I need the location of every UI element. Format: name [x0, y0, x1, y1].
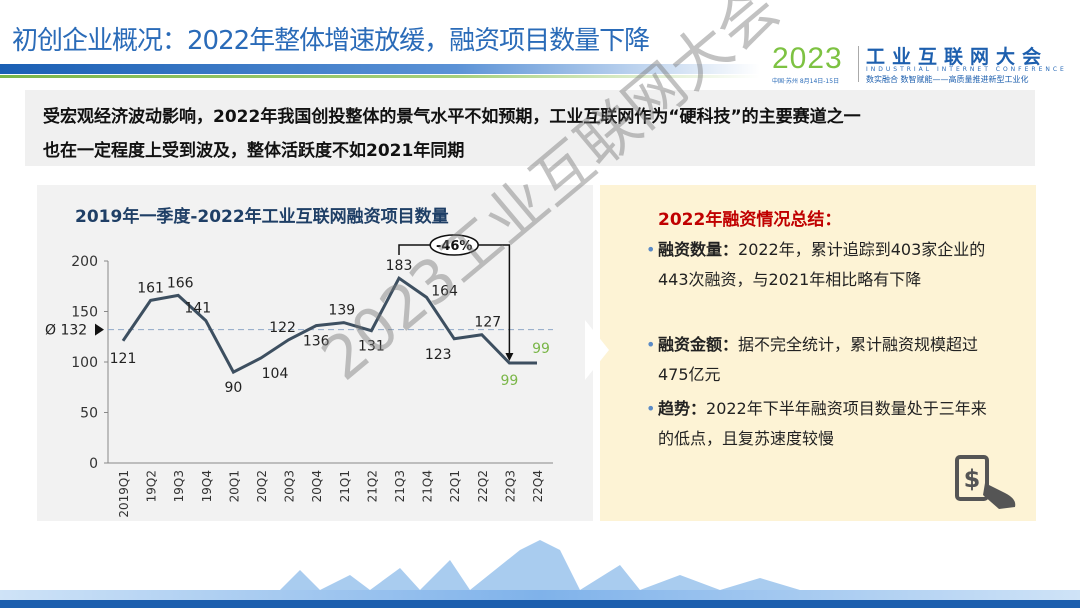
summary-line-1: 受宏观经济波动影响，2022年我国创投整体的景气水平不如预期，工业互联网作为“硬…	[43, 107, 861, 127]
x-tick-label: 21Q3	[393, 470, 407, 502]
data-label: 141	[184, 301, 211, 317]
logo-year: 2023	[772, 42, 843, 75]
svg-text:$: $	[964, 465, 981, 493]
bullet-item: • 融资数量：2022年，累计追踪到403家企业的443次融资，与2021年相比略…	[646, 240, 986, 289]
x-tick-label: 22Q4	[531, 470, 545, 502]
data-label: 123	[425, 347, 452, 363]
x-tick-label: 19Q4	[200, 470, 214, 502]
y-tick-label: 200	[71, 254, 98, 270]
logo-sub: 中国·苏州 8月14日-15日	[772, 78, 840, 85]
x-tick-label: 21Q1	[338, 470, 352, 502]
data-label: 99	[532, 341, 550, 357]
annotation-label: -46%	[436, 239, 473, 254]
data-label: 136	[303, 334, 330, 350]
y-tick-label: 50	[80, 406, 98, 422]
chart-title: 2019年一季度-2022年工业互联网融资项目数量	[75, 207, 449, 227]
data-label: 127	[474, 315, 501, 331]
summary-line-2: 也在一定程度上受到波及，整体活跃度不如2021年同期	[43, 141, 465, 161]
x-tick-label: 22Q3	[503, 470, 517, 502]
city-skyline-banner	[0, 540, 1080, 608]
bullet-label: 趋势：	[658, 399, 707, 418]
logo-english: INDUSTRIAL INTERNET CONFERENCE	[866, 66, 1067, 73]
bullet-label: 融资数量：	[658, 240, 739, 259]
x-tick-label: 20Q1	[227, 470, 241, 502]
x-tick-label: 2019Q1	[117, 470, 131, 518]
data-label: 166	[167, 275, 194, 291]
series-line	[121, 275, 537, 375]
mobile-payment-icon: $	[955, 455, 1016, 509]
average-marker	[95, 323, 104, 336]
summary-box: 受宏观经济波动影响，2022年我国创投整体的景气水平不如预期，工业互联网作为“硬…	[25, 90, 1035, 166]
x-tick-label: 21Q2	[365, 470, 379, 502]
data-label: 164	[431, 283, 458, 299]
data-label: 161	[137, 280, 164, 296]
conference-logo: 2023 中国·苏州 8月14日-15日 工业互联网大会 INDUSTRIAL …	[770, 42, 1070, 88]
logo-slogan: 数实融合 数智赋能——高质量推进新型工业化	[866, 75, 1029, 84]
data-label: 131	[358, 339, 385, 355]
annotation-bracket	[398, 244, 511, 360]
data-label: 183	[386, 258, 413, 274]
x-tick-label: 19Q2	[145, 470, 159, 502]
header-green-bar	[0, 75, 760, 78]
logo-separator	[858, 46, 859, 82]
bullet-label: 融资金额：	[658, 335, 739, 354]
y-tick-label: 150	[71, 305, 98, 321]
panel-title: 2022年融资情况总结：	[658, 210, 842, 230]
x-tick-label: 20Q3	[283, 470, 297, 502]
data-label: 90	[224, 380, 242, 396]
data-label: 104	[262, 366, 289, 382]
bullet-text: 据不完全统计，累计融资规模超过475亿元	[658, 335, 979, 384]
bullet-item: • 融资金额：据不完全统计，累计融资规模超过475亿元	[646, 335, 979, 384]
x-tick-label: 19Q3	[172, 470, 186, 502]
x-tick-label: 21Q4	[421, 470, 435, 502]
x-tick-label: 22Q2	[476, 470, 490, 502]
summary-panel: 2022年融资情况总结： • 融资数量：2022年，累计追踪到403家企业的443…	[600, 185, 1036, 521]
logo-name: 工业互联网大会	[866, 46, 1049, 68]
annotation-bubble	[429, 234, 479, 256]
bullet-item: • 趋势：2022年下半年融资项目数量处于三年来的低点，且复苏速度较慢	[646, 399, 987, 448]
data-label: 121	[110, 351, 137, 367]
bullet-text: 2022年下半年融资项目数量处于三年来的低点，且复苏速度较慢	[658, 399, 987, 448]
y-tick-label: 0	[89, 456, 98, 472]
bullet-text: 2022年，累计追踪到403家企业的443次融资，与2021年相比略有下降	[658, 240, 986, 289]
average-label: Ø 132	[45, 323, 87, 339]
page-title: 初创企业概况：2022年整体增速放缓，融资项目数量下降	[12, 26, 650, 56]
data-label: 122	[269, 320, 296, 336]
annotation-arrowhead	[505, 353, 514, 362]
x-tick-label: 20Q2	[255, 470, 269, 502]
y-tick-label: 100	[71, 355, 98, 371]
x-tick-label: 20Q4	[310, 470, 324, 502]
panel-arrow	[585, 320, 609, 380]
x-tick-label: 22Q1	[448, 470, 462, 502]
data-label: 139	[328, 303, 355, 319]
header-blue-bar	[0, 64, 760, 74]
data-label: 99	[500, 373, 518, 389]
